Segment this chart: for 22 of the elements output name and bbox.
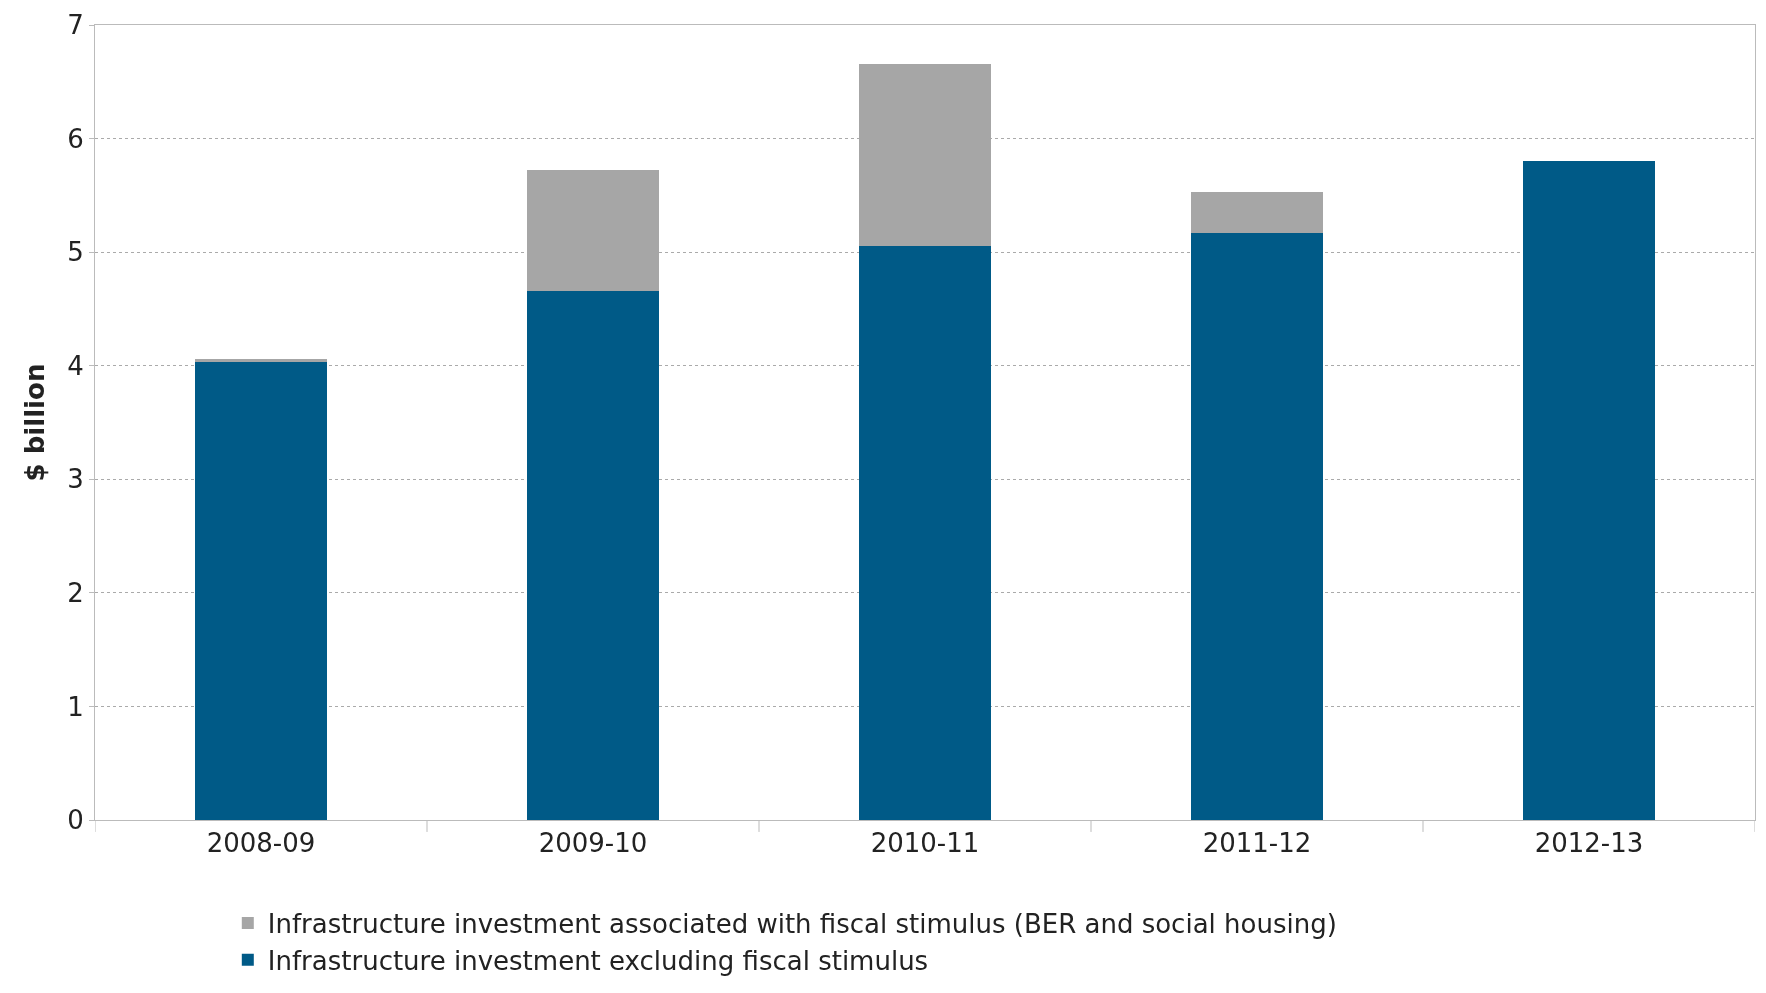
y-tick-label: 7: [67, 10, 84, 41]
x-tick-label: 2011-12: [1202, 828, 1312, 859]
bar: [526, 290, 660, 820]
x-tick-label: 2010-11: [870, 828, 980, 859]
legend-label: Infrastructure investment associated with fiscal stimulus (BER and social housing): [267, 909, 1337, 940]
y-tick-label: 3: [67, 464, 84, 495]
bar: [1522, 161, 1656, 820]
y-tick-label: 5: [67, 237, 84, 268]
y-tick-label: 0: [67, 805, 84, 836]
y-tick-label: 4: [67, 350, 84, 381]
bar: [858, 246, 992, 820]
bar: [194, 362, 328, 820]
legend-label: Infrastructure investment excluding fiscal stimulus: [267, 945, 929, 976]
y-tick-label: 2: [67, 577, 84, 608]
y-tick-label: 1: [67, 691, 84, 722]
x-tick-label: 2012-13: [1534, 828, 1644, 859]
bar: [1190, 232, 1324, 820]
x-tick-label: 2008-09: [206, 828, 316, 859]
x-tick-label: 2009-10: [538, 828, 648, 859]
y-axis-title: $ billion: [19, 363, 50, 482]
y-tick-label: 6: [67, 123, 84, 154]
bar: [1190, 191, 1324, 233]
